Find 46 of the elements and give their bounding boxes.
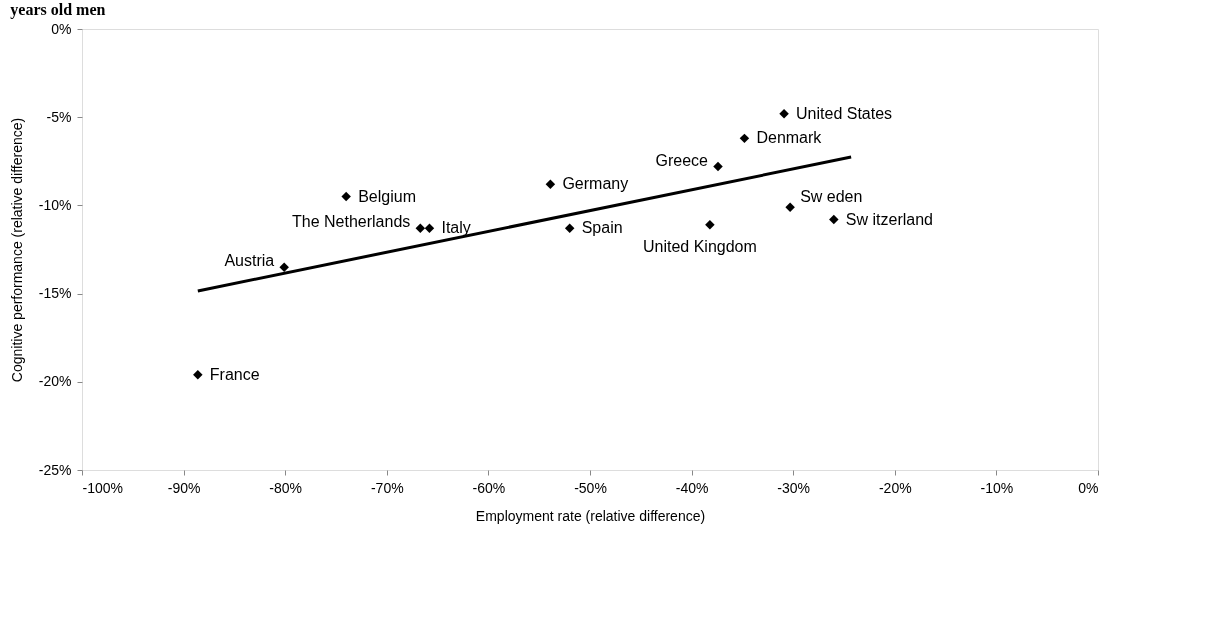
point <box>424 223 435 234</box>
annotation: Sw eden <box>800 188 863 206</box>
x-tick-label: -10% <box>980 479 1014 496</box>
x-tick-label: -90% <box>167 479 201 496</box>
annotation: Belgium <box>358 187 416 205</box>
y-axis-title: Cognitive performance (relative difference) <box>8 117 25 383</box>
x-axis-title: Employment rate (relative difference) <box>475 507 706 524</box>
annotation: Greece <box>655 151 709 169</box>
point <box>705 220 715 230</box>
point <box>785 202 795 212</box>
annotation: France <box>209 365 260 383</box>
annotation: United Kingdom <box>642 237 757 255</box>
x-tick-label: -20% <box>878 479 912 496</box>
annotation: Denmark <box>756 129 823 147</box>
y-tick-label: -20% <box>38 373 72 390</box>
annotation: Austria <box>224 252 275 270</box>
point <box>415 223 426 234</box>
chart-title: years old men <box>10 1 106 19</box>
x-tick-label: -30% <box>777 479 811 496</box>
annotation: Italy <box>441 219 471 237</box>
point <box>545 179 556 189</box>
x-tick-label: -50% <box>574 479 607 496</box>
x-tick-label: -40% <box>675 479 709 496</box>
x-tick-label: -60% <box>472 479 506 496</box>
annotation: Spain <box>581 219 623 237</box>
point <box>193 370 203 380</box>
y-tick-label: -5% <box>46 108 72 125</box>
x-tick-label: 0% <box>1078 479 1099 496</box>
x-tick-label: -100% <box>82 479 123 496</box>
point <box>739 133 750 144</box>
y-tick-label: -10% <box>38 196 72 213</box>
annotation: Germany <box>562 175 629 193</box>
y-tick-label: -25% <box>38 461 72 478</box>
annotation: Sw itzerland <box>845 210 933 228</box>
point <box>829 214 839 225</box>
point <box>564 223 575 234</box>
point <box>279 262 289 272</box>
x-tick-label: -80% <box>269 479 303 496</box>
annotation: The Netherlands <box>292 213 411 231</box>
point <box>779 108 789 119</box>
annotation: United States <box>796 104 893 122</box>
point <box>713 161 723 172</box>
y-tick-label: 0% <box>51 20 72 37</box>
point <box>341 191 351 202</box>
y-tick-label: -15% <box>38 285 72 302</box>
x-tick-label: -70% <box>370 479 404 496</box>
